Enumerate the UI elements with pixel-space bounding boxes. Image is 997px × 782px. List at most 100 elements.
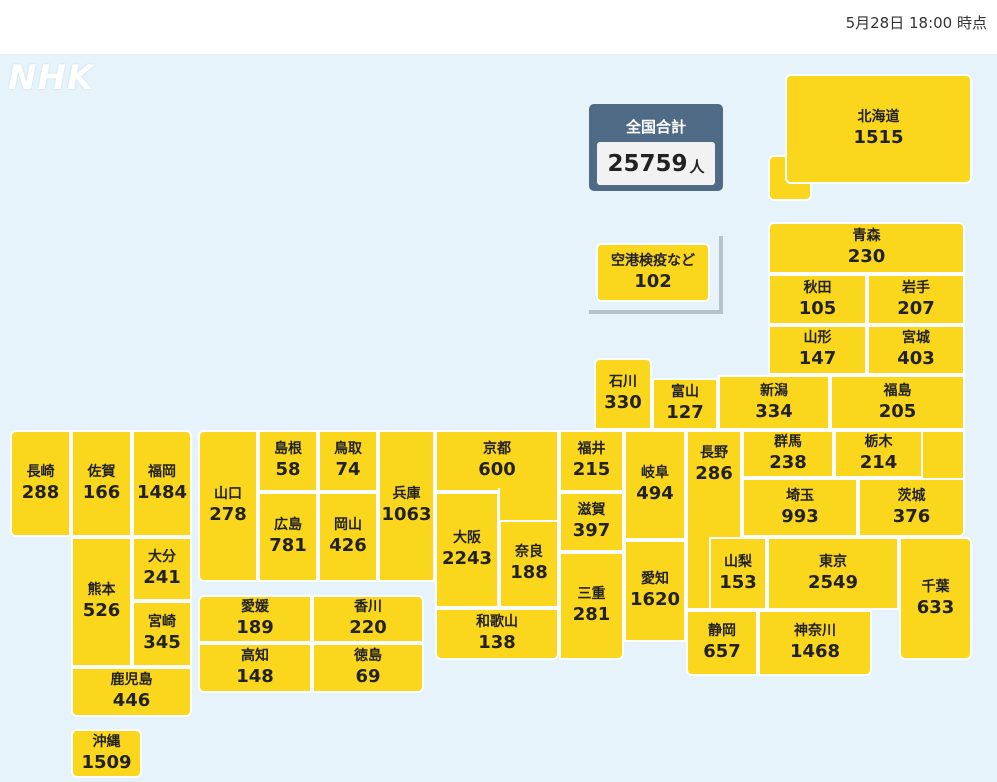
- pref-name: 大分: [148, 549, 176, 565]
- pref-tile-shizuoka[interactable]: 静岡 657: [686, 610, 758, 676]
- pref-count: 633: [916, 596, 955, 618]
- pref-count: 74: [335, 459, 361, 480]
- pref-tile-kagawa[interactable]: 香川 220: [312, 595, 424, 643]
- pref-tile-saitama[interactable]: 埼玉 993: [742, 478, 858, 537]
- pref-count: 426: [329, 535, 367, 556]
- pref-tile-yamanashi[interactable]: 山梨 153: [709, 537, 767, 610]
- pref-count: 278: [209, 504, 247, 525]
- pref-name: 青森: [852, 228, 881, 244]
- pref-tile-ehime[interactable]: 愛媛 189: [198, 595, 312, 643]
- pref-tile-mie[interactable]: 三重 281: [559, 552, 624, 660]
- pref-name: 富山: [671, 384, 699, 400]
- nhk-logo: NHK: [8, 58, 95, 98]
- pref-tile-tochigi[interactable]: 栃木 214: [834, 430, 923, 478]
- pref-tile-toyama[interactable]: 富山 127: [652, 378, 718, 430]
- pref-tile-kagoshima[interactable]: 鹿児島 446: [71, 667, 192, 717]
- pref-tile-miyagi[interactable]: 宮城 403: [867, 325, 965, 375]
- pref-count: 127: [666, 402, 704, 423]
- pref-tile-aichi[interactable]: 愛知 1620: [624, 540, 686, 642]
- pref-tile-kochi[interactable]: 高知 148: [198, 643, 312, 693]
- pref-count: 1509: [81, 751, 132, 773]
- pref-name: 香川: [354, 599, 382, 615]
- pref-name: 静岡: [708, 623, 736, 639]
- pref-tile-ibaraki[interactable]: 茨城 376: [858, 478, 965, 537]
- pref-count: 58: [275, 459, 301, 480]
- airport-quarantine-frame: [589, 236, 723, 314]
- pref-name: 東京: [819, 553, 847, 570]
- pref-name: 長崎: [26, 463, 55, 480]
- pref-count: 993: [781, 505, 819, 527]
- pref-count: 657: [703, 641, 741, 662]
- pref-tile-tottori[interactable]: 鳥取 74: [318, 430, 378, 492]
- pref-name: 奈良: [515, 544, 543, 560]
- pref-tile-hiroshima[interactable]: 広島 781: [258, 492, 318, 582]
- pref-name: 福井: [577, 441, 606, 457]
- pref-count: 334: [755, 400, 793, 422]
- pref-name: 滋賀: [577, 502, 606, 518]
- pref-count: 1484: [136, 481, 188, 503]
- pref-tile-akita[interactable]: 秋田 105: [768, 274, 867, 325]
- pref-tile-ibaraki-top: [921, 430, 965, 482]
- pref-count: 148: [236, 666, 274, 687]
- pref-name: 岩手: [902, 279, 930, 296]
- pref-tile-niigata[interactable]: 新潟 334: [718, 375, 830, 430]
- pref-count: 188: [510, 562, 548, 583]
- pref-tile-tokyo[interactable]: 東京 2549: [767, 537, 899, 610]
- pref-name: 山形: [803, 330, 832, 346]
- pref-tile-shimane[interactable]: 島根 58: [258, 430, 318, 492]
- pref-tile-tokushima[interactable]: 徳島 69: [312, 643, 424, 693]
- pref-tile-chiba[interactable]: 千葉 633: [899, 537, 972, 660]
- pref-name: 佐賀: [87, 463, 116, 480]
- pref-name: 長野: [700, 445, 728, 461]
- pref-name: 鳥取: [334, 441, 362, 457]
- national-total-title: 全国合計: [625, 118, 686, 136]
- pref-name: 千葉: [921, 578, 950, 595]
- pref-tile-yamaguchi[interactable]: 山口 278: [198, 430, 258, 582]
- pref-tile-nara[interactable]: 奈良 188: [499, 520, 559, 608]
- pref-count: 153: [719, 571, 757, 593]
- pref-count: 214: [859, 452, 898, 473]
- pref-tile-osaka[interactable]: 大阪 2243: [435, 492, 499, 608]
- pref-tile-okayama[interactable]: 岡山 426: [318, 492, 378, 582]
- pref-name: 鹿児島: [110, 672, 153, 688]
- pref-tile-nagasaki[interactable]: 長崎 288: [10, 430, 71, 537]
- pref-tile-ishikawa[interactable]: 石川 330: [594, 358, 652, 430]
- pref-tile-wakayama[interactable]: 和歌山 138: [435, 608, 559, 660]
- pref-tile-kumamoto[interactable]: 熊本 526: [71, 537, 132, 667]
- pref-name: 山口: [214, 486, 242, 502]
- pref-name: 宮城: [902, 330, 930, 346]
- pref-tile-hyogo[interactable]: 兵庫 1063: [378, 430, 435, 582]
- pref-name: 愛知: [641, 571, 669, 587]
- pref-count: 147: [798, 348, 837, 369]
- pref-tile-hokkaido[interactable]: 北海道 1515: [785, 74, 972, 184]
- pref-count: 138: [478, 632, 516, 653]
- pref-tile-iwate[interactable]: 岩手 207: [867, 274, 965, 325]
- airport-quarantine-tile[interactable]: 空港検疫など 102: [596, 243, 710, 302]
- pref-tile-aomori[interactable]: 青森 230: [768, 222, 965, 274]
- pref-name: 福岡: [148, 463, 176, 480]
- pref-tile-kyoto[interactable]: 京都 600: [435, 430, 559, 492]
- pref-count: 2549: [807, 571, 859, 593]
- airport-quarantine-name: 空港検疫など: [611, 252, 695, 269]
- pref-tile-gifu[interactable]: 岐阜 494: [624, 430, 686, 540]
- pref-tile-yamagata[interactable]: 山形 147: [768, 325, 867, 375]
- pref-tile-oita[interactable]: 大分 241: [132, 537, 192, 601]
- pref-tile-fukushima[interactable]: 福島 205: [830, 375, 965, 430]
- pref-tile-miyazaki[interactable]: 宮崎 345: [132, 601, 192, 667]
- airport-quarantine-count: 102: [634, 270, 672, 292]
- national-total-unit: 人: [689, 158, 705, 176]
- pref-tile-shiga[interactable]: 滋賀 397: [559, 492, 624, 552]
- pref-name: 山梨: [724, 553, 752, 570]
- pref-tile-okinawa[interactable]: 沖縄 1509: [71, 729, 142, 778]
- pref-name: 新潟: [760, 382, 788, 399]
- pref-tile-kanagawa[interactable]: 神奈川 1468: [758, 610, 872, 676]
- pref-tile-saga[interactable]: 佐賀 166: [71, 430, 132, 537]
- pref-count: 494: [636, 483, 674, 504]
- update-timestamp: 5月28日 18:00 時点: [845, 14, 987, 32]
- pref-count: 1620: [629, 589, 681, 610]
- pref-tile-fukuoka[interactable]: 福岡 1484: [132, 430, 192, 537]
- national-total-count: 25759: [607, 150, 688, 177]
- pref-tile-fukui[interactable]: 福井 215: [559, 430, 624, 492]
- pref-name: 岡山: [334, 517, 362, 533]
- pref-tile-gunma[interactable]: 群馬 238: [742, 430, 834, 478]
